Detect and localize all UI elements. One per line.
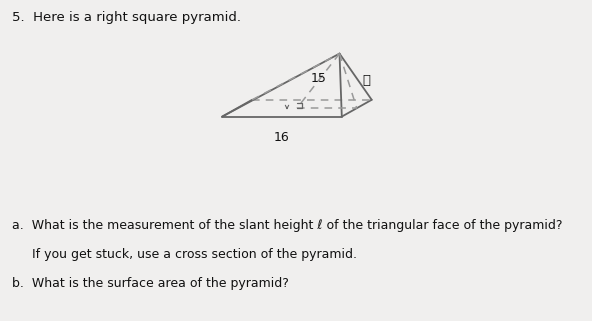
- Text: 16: 16: [274, 131, 290, 143]
- Text: If you get stuck, use a cross section of the pyramid.: If you get stuck, use a cross section of…: [12, 248, 357, 261]
- Text: 5.  Here is a right square pyramid.: 5. Here is a right square pyramid.: [12, 11, 241, 24]
- Text: ℓ: ℓ: [362, 74, 370, 87]
- Text: 15: 15: [311, 73, 327, 85]
- Text: b.  What is the surface area of the pyramid?: b. What is the surface area of the pyram…: [12, 277, 289, 290]
- Text: a.  What is the measurement of the slant height ℓ of the triangular face of the : a. What is the measurement of the slant …: [12, 219, 562, 232]
